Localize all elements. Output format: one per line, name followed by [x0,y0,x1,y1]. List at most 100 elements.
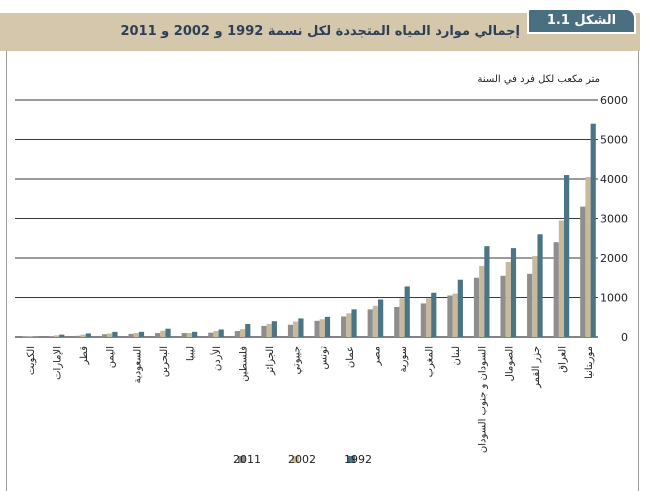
x-tick-label: تونس [318,346,329,370]
legend-swatch-2011 [238,456,245,463]
bar-2011 [553,242,559,337]
bar-1992 [510,248,517,337]
bar-1992 [271,321,277,337]
bar-2002 [133,333,139,337]
bar-2002 [266,323,272,337]
x-tick-label: الكويت [26,346,37,375]
frame-right-border [638,51,639,491]
bar-1992 [404,286,410,337]
bar-2002 [53,335,60,337]
x-tick-label: سورية [398,346,409,373]
bar-2002 [505,261,511,337]
bar-2002 [558,220,565,337]
x-tick-label: البحرين [159,346,170,377]
bar-1992 [484,246,490,337]
x-tick-label: السعودية [132,346,143,383]
bar-2011 [181,333,187,337]
x-tick-label: الجزائر [265,346,276,376]
x-tick-label: قطر [79,346,90,366]
bar-2002 [160,330,166,337]
bar-2002 [479,265,485,337]
bar-2002 [346,313,352,337]
bar-2011 [341,316,347,337]
legend-label-2011: 2011 [233,453,261,466]
figure-badge: الشكل 1.1 [527,8,636,34]
bar-2011 [420,303,426,337]
bar-2011 [128,333,134,337]
bar-1992 [324,316,331,337]
x-tick-label: المغرب [425,346,436,377]
x-tick-label: العراق [557,346,568,373]
bar-1992 [245,323,251,337]
bar-2002 [80,334,86,337]
bar-2002 [107,333,113,337]
bar-2011 [261,325,267,337]
x-tick-label: جزر القمر [531,346,542,389]
x-tick-label: فلسطين [239,346,250,382]
bar-2011 [367,309,373,337]
bar-1992 [590,123,596,337]
x-tick-label: موريتانيا [584,346,595,379]
bar-1992 [112,331,118,337]
bar-2011 [208,332,214,337]
bar-2011 [473,277,480,337]
bar-1992 [85,333,91,337]
bar-2002 [239,329,246,337]
legend-swatch-1992 [348,456,355,463]
bar-2002 [585,177,591,337]
bar-1992 [431,292,437,337]
bar-2002 [425,298,432,337]
bar-2002 [319,319,325,337]
bar-1992 [59,334,65,337]
legend-label-2002: 2002 [288,453,316,466]
y-tick-label: 0 [621,331,628,344]
bar-2011 [22,336,28,338]
x-tick-label: لبنان [451,346,462,365]
x-tick-label: اليمن [106,346,117,368]
bar-2011 [394,306,400,337]
x-tick-label: مصر [371,346,382,367]
y-axis-label: متر مكعب لكل فرد في السنة [477,74,600,85]
bar-1992 [457,279,463,337]
bar-2011 [101,334,108,337]
bar-2011 [48,336,54,337]
bar-2002 [452,293,458,337]
x-tick-label: الصومال [504,346,515,381]
bar-2002 [293,321,299,337]
legend-swatch-2002 [292,456,299,463]
bar-2002 [213,331,219,337]
bar-1992 [351,309,357,337]
y-tick-label: 2000 [600,252,628,265]
bar-1992 [378,299,384,337]
bar-2011 [314,320,320,337]
bar-1992 [192,331,198,337]
x-tick-label: عمان [345,346,356,368]
bar-2011 [527,273,533,337]
bar-2002 [372,305,379,337]
bar-2011 [234,331,240,337]
y-tick-label: 5000 [600,134,628,147]
bar-1992 [218,329,224,337]
x-tick-label: جيبوتي [292,346,303,375]
bar-2011 [75,335,81,337]
y-tick-label: 6000 [600,94,628,107]
bar-1992 [564,175,570,337]
figure-label: الشكل 1.1 [546,13,617,28]
bar-2002 [186,333,193,337]
bar-2011 [447,295,453,337]
bar-2002 [27,336,33,338]
bar-2002 [399,298,405,337]
chart-title: إجمالي موارد المياه المتجددة لكل نسمة 19… [120,24,520,39]
bar-2011 [500,275,506,337]
bar-1992 [537,234,543,337]
bar-1992 [138,331,145,337]
bar-1992 [32,336,38,338]
y-tick-label: 4000 [600,173,628,186]
x-tick-label: الإمارات [53,346,64,380]
bar-1992 [165,328,171,337]
y-tick-label: 3000 [600,213,628,226]
bar-1992 [298,318,304,337]
y-tick-label: 1000 [600,292,628,305]
bar-2011 [580,206,586,337]
